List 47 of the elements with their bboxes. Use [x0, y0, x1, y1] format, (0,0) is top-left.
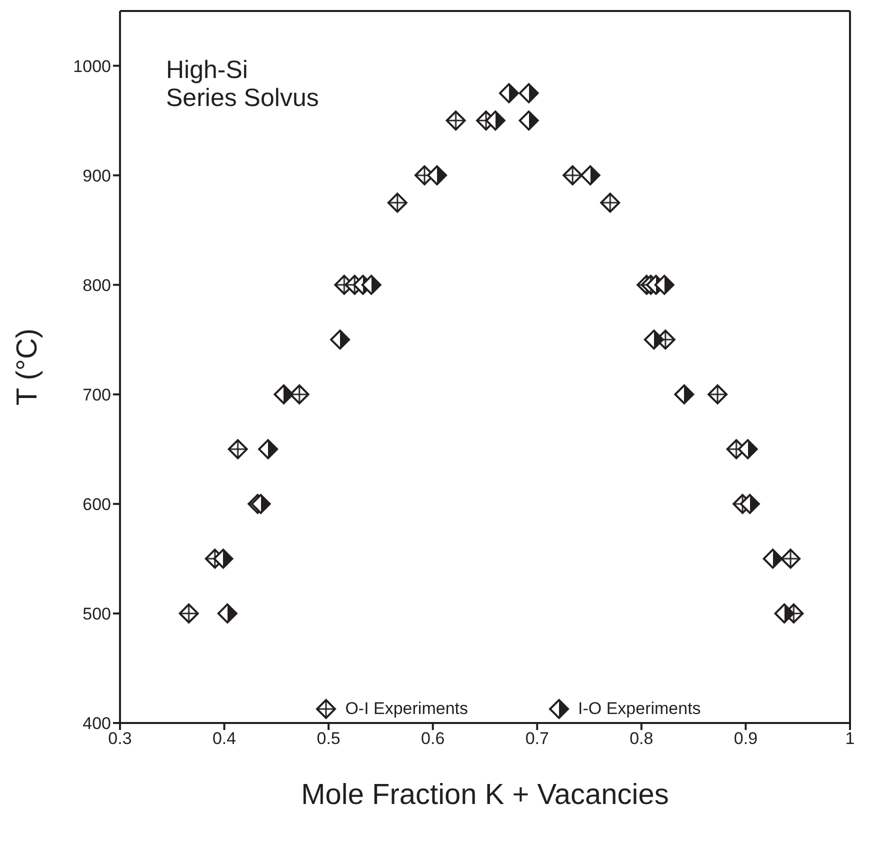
y-tick-label: 900 — [82, 166, 111, 186]
legend-label: O-I Experiments — [345, 699, 468, 719]
point — [361, 274, 382, 295]
point — [518, 110, 539, 131]
point — [644, 330, 664, 350]
point — [740, 494, 760, 514]
y-tick-label: 500 — [82, 604, 111, 624]
point — [600, 192, 620, 213]
point — [780, 548, 801, 569]
x-tick-label: 0.7 — [525, 729, 549, 748]
point — [518, 83, 539, 104]
y-tick-label: 1000 — [73, 56, 111, 76]
point — [274, 384, 294, 404]
point — [178, 603, 199, 624]
point — [228, 439, 248, 460]
x-tick-label: 0.6 — [421, 729, 445, 748]
point — [774, 603, 794, 624]
y-tick-label: 700 — [82, 385, 111, 404]
legend-label: I-O Experiments — [578, 699, 701, 719]
point — [427, 165, 448, 186]
x-tick-label: 0.4 — [212, 729, 236, 748]
point — [446, 110, 466, 131]
point — [708, 384, 728, 404]
x-tick-label: 0.8 — [630, 729, 654, 748]
point — [217, 603, 238, 624]
point — [387, 192, 408, 213]
text: High-Si Series Solvus — [166, 56, 319, 112]
x-tick-label: 0.5 — [316, 729, 340, 748]
point — [562, 165, 583, 186]
point — [738, 439, 758, 460]
point — [498, 83, 519, 104]
point — [258, 439, 278, 460]
x-tick-label: 0.9 — [734, 729, 758, 748]
x-tick-label: 1 — [845, 729, 855, 748]
y-axis-title: T (°C) — [11, 328, 44, 406]
point — [654, 274, 674, 295]
y-tick-label: 800 — [82, 276, 111, 295]
y-tick-label: 600 — [82, 494, 111, 514]
point — [580, 165, 600, 186]
point — [762, 548, 783, 569]
x-tick-label: 0.3 — [108, 729, 132, 748]
point — [213, 548, 234, 569]
point — [485, 110, 506, 131]
y-tick-label: 400 — [82, 714, 111, 734]
point — [330, 330, 350, 350]
point — [674, 384, 694, 404]
x-axis-title: Mole Fraction K + Vacancies — [301, 779, 669, 811]
